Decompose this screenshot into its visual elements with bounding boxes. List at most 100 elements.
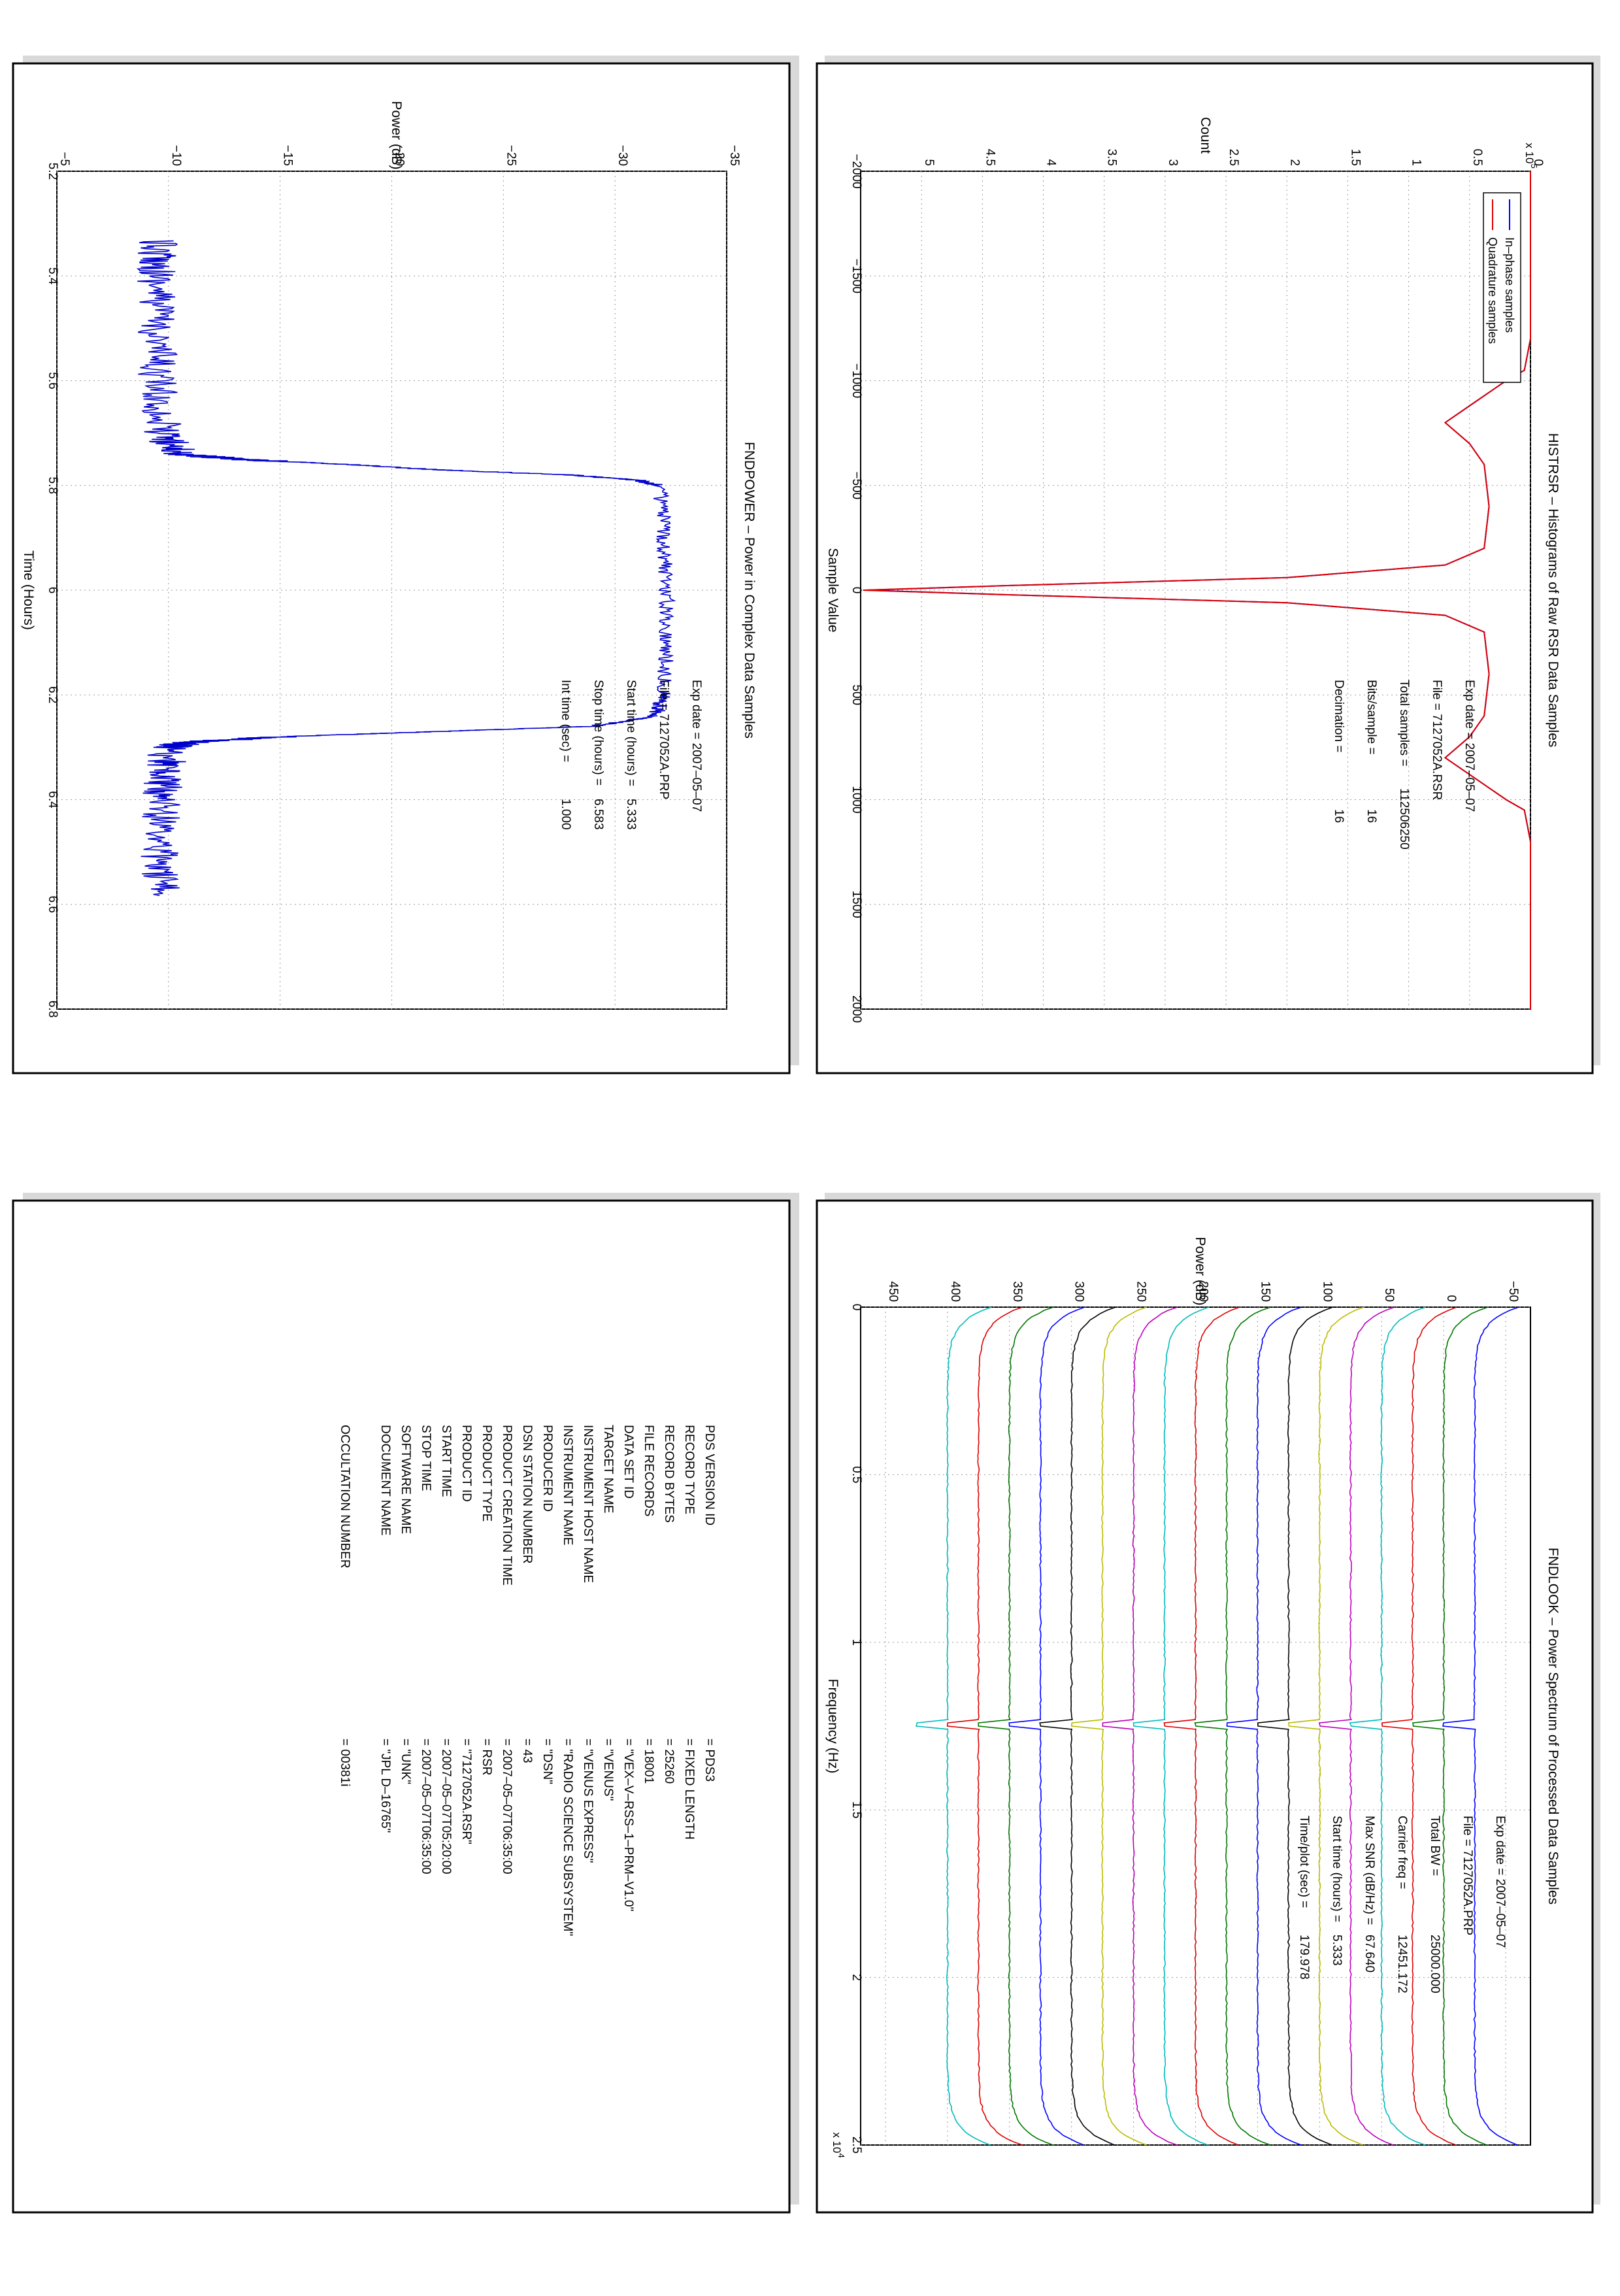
fndpower-int-label: Int time (sec) = xyxy=(559,680,572,762)
x-tick-label: 1000 xyxy=(850,786,863,813)
y-tick-label: 1 xyxy=(1410,159,1423,166)
x-tick-label: −1500 xyxy=(850,259,863,293)
histrsr-decimation-label: Decimation = xyxy=(1332,680,1346,752)
y-tick-label: 2 xyxy=(1287,159,1301,166)
x-tick-label: 0 xyxy=(850,587,863,594)
label-row-key: INSTRUMENT HOST NAME xyxy=(581,1425,595,1583)
fndpower-int-value: 1.000 xyxy=(559,799,572,830)
fndpower-ticks: 5.2 5.4 5.6 5.8 6 6.2 6.4 6.6 6.8 −35 −30 −25 −20 −15… xyxy=(46,145,741,1018)
fndlook-title: FNDLOOK – Power Spectrum of Processed Da… xyxy=(1546,1548,1561,1905)
fndpower-grid xyxy=(56,171,727,1010)
fndlook-series-line-1 xyxy=(1412,1306,1488,2146)
fndlook-timeplot-label: Time/plot (sec) = xyxy=(1297,1816,1311,1908)
fndlook-ticks: 0 0.5 1 1.5 2 2.5 −50 0 50 100 150 200 250 300 350 400 4… xyxy=(850,1281,1520,2154)
y-tick-label: 400 xyxy=(948,1281,962,1302)
y-tick-label: 0.5 xyxy=(1470,149,1484,166)
fndlook-exp-date: Exp date = 2007–05–07 xyxy=(1493,1816,1507,1948)
fndlook-start-label: Start time (hours) = xyxy=(1330,1816,1344,1922)
x-tick-label: −500 xyxy=(850,471,863,499)
y-tick-label: 350 xyxy=(1010,1281,1024,1302)
histrsr-legend: In–phase samples Quadrature samples xyxy=(1483,192,1521,383)
y-tick-label: 200 xyxy=(1197,1281,1210,1302)
x-tick-label: 6.6 xyxy=(46,896,59,913)
fndlook-series-line-17 xyxy=(916,1306,992,2146)
fndpower-file: File = 7127052A.PRP xyxy=(657,680,670,799)
x-tick-label: 6.2 xyxy=(46,686,59,703)
fndlook-snr-label: Max SNR (dB/Hz) = xyxy=(1363,1816,1376,1925)
y-tick-label: −5 xyxy=(58,152,71,166)
x-tick-label: 5.6 xyxy=(46,372,59,389)
label-row-key: STOP TIME xyxy=(419,1425,433,1491)
fndlook-series-line-13 xyxy=(1039,1306,1116,2146)
fndlook-series-line-6 xyxy=(1257,1306,1333,2146)
label-row-key: DSN STATION NUMBER xyxy=(520,1425,534,1564)
legend-quadrature: Quadrature samples xyxy=(1486,237,1499,344)
label-row-key: INSTRUMENT NAME xyxy=(561,1425,574,1545)
fndpower-start-label: Start time (hours) = xyxy=(624,680,638,786)
label-row-value: = 2007–05–07T06:35:00 xyxy=(419,1739,433,1874)
y-tick-label: 3 xyxy=(1166,159,1180,166)
label-row-value: = "UNK" xyxy=(399,1739,412,1784)
fndlook-start-value: 5.333 xyxy=(1330,1935,1344,1966)
fndlook-x-exponent-power: 4 xyxy=(836,2153,846,2157)
x-tick-label: 1500 xyxy=(850,891,863,918)
histrsr-bits-value: 16 xyxy=(1364,809,1378,823)
x-tick-label: 2000 xyxy=(850,995,863,1023)
fndpower-stop-label: Stop time (hours) = xyxy=(591,680,605,786)
y-tick-label: 1.5 xyxy=(1348,149,1362,166)
fndpower-exp-date: Exp date = 2007–05–07 xyxy=(689,680,703,812)
fndlook-series-line-0 xyxy=(1442,1306,1519,2146)
y-tick-label: 150 xyxy=(1258,1281,1272,1302)
fndlook-carrier-label: Carrier freq = xyxy=(1395,1816,1409,1889)
y-tick-label: 4 xyxy=(1044,159,1058,166)
fndlook-x-exponent-base: x 10 xyxy=(831,2132,843,2153)
fndlook-series-line-7 xyxy=(1226,1306,1302,2146)
histrsr-total-samples-label: Total samples = xyxy=(1397,680,1411,767)
fndlook-series-line-12 xyxy=(1070,1306,1147,2146)
fndlook-x-exponent: x 104 xyxy=(831,2132,846,2157)
x-tick-label: 0.5 xyxy=(850,1466,863,1483)
fndlook-series-line-3 xyxy=(1349,1306,1427,2146)
histrsr-y-exponent-base: x 10 xyxy=(1523,142,1536,163)
label-row-value: = "VEX–V–RSS–1–PRM–V1.0" xyxy=(621,1739,635,1911)
fndpower-title: FNDPOWER – Power in Complex Data Samples xyxy=(742,442,757,739)
y-tick-label: 300 xyxy=(1072,1281,1086,1302)
label-row-value: = 43 xyxy=(520,1739,534,1763)
histrsr-exp-date: Exp date = 2007–05–07 xyxy=(1463,680,1476,812)
histrsr-title: HISTRSR – Histograms of Raw RSR Data Sam… xyxy=(1546,433,1561,748)
histrsr-file: File = 7127052A.RSR xyxy=(1430,680,1444,800)
label-row-key: RECORD BYTES xyxy=(662,1425,676,1523)
fndpower-chart: 5.2 5.4 5.6 5.8 6 6.2 6.4 6.6 6.8 −35 −30 −25 −20 −15… xyxy=(21,101,757,1018)
y-tick-label: −30 xyxy=(616,145,629,166)
label-row-value: = 2007–05–07T06:35:00 xyxy=(500,1739,514,1874)
fndlook-xlabel: Frequency (Hz) xyxy=(825,1679,840,1774)
label-row-key: PRODUCT ID xyxy=(459,1425,473,1502)
label-row-key: DATA SET ID xyxy=(621,1425,635,1499)
histrsr-xlabel: Sample Value xyxy=(825,548,840,632)
label-row-value: = "VENUS EXPRESS" xyxy=(581,1739,595,1863)
fndlook-series-line-11 xyxy=(1102,1306,1178,2146)
label-row-value: = "7127052A.RSR" xyxy=(459,1739,473,1844)
fndpower-info: Exp date = 2007–05–07 File = 7127052A.PR… xyxy=(559,680,703,830)
x-tick-label: 0 xyxy=(850,1304,863,1311)
x-tick-label: 2 xyxy=(850,1974,863,1981)
y-tick-label: −35 xyxy=(727,145,741,166)
fndpower-xlabel: Time (Hours) xyxy=(21,550,36,630)
fndlook-series xyxy=(916,1306,1519,2146)
y-tick-label: 50 xyxy=(1382,1288,1396,1302)
y-tick-label: 0 xyxy=(1531,159,1545,166)
histrsr-series xyxy=(863,171,1531,1009)
fndlook-bw-value: 25000.000 xyxy=(1428,1935,1442,1993)
y-tick-label: −25 xyxy=(504,145,518,166)
label-row-value: = "VENUS" xyxy=(601,1739,615,1801)
label-row-key: FILE RECORDS xyxy=(642,1425,655,1516)
x-tick-label: 6.4 xyxy=(46,791,59,808)
x-tick-label: 2.5 xyxy=(850,2137,863,2154)
y-tick-label: 0 xyxy=(1444,1295,1458,1302)
fndlook-series-line-16 xyxy=(946,1306,1023,2146)
label-table: PDS VERSION ID = PDS3 RECORD TYPE = FIXED L… xyxy=(338,1425,716,1936)
fndlook-series-line-9 xyxy=(1163,1306,1240,2146)
histrsr-info: Exp date = 2007–05–07 File = 7127052A.RS… xyxy=(1332,680,1476,850)
